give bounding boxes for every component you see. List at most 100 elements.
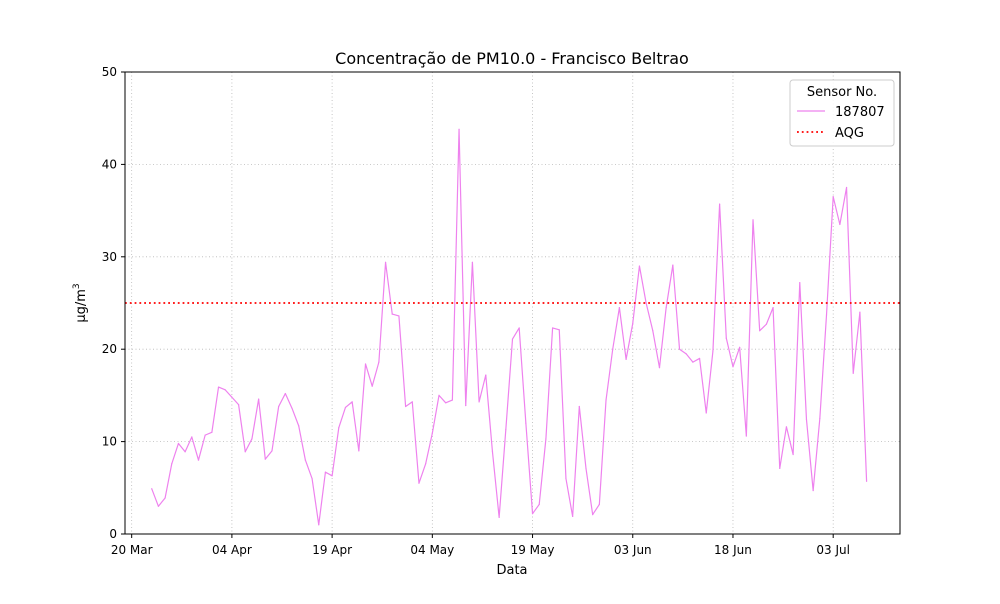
data-point-187807-89: [745, 435, 747, 437]
data-point-187807-8: [204, 434, 206, 436]
data-point-187807-4: [177, 442, 180, 445]
data-point-187807-99: [812, 489, 814, 492]
data-point-187807-10: [217, 386, 220, 388]
data-point-187807-15: [251, 438, 253, 440]
data-point-187807-32: [364, 363, 367, 365]
data-point-187807-103: [839, 223, 841, 226]
data-point-187807-64: [578, 405, 580, 408]
data-point-187807-7: [197, 459, 200, 461]
data-point-187807-43: [438, 394, 440, 396]
data-point-187807-6: [191, 436, 193, 438]
data-point-187807-44: [445, 402, 447, 404]
data-point-187807-94: [779, 467, 781, 469]
data-point-187807-24: [311, 477, 313, 480]
data-point-187807-66: [592, 514, 594, 516]
data-point-187807-9: [211, 431, 213, 433]
data-point-187807-90: [752, 219, 754, 221]
data-point-187807-42: [431, 432, 433, 434]
data-point-187807-37: [398, 315, 400, 317]
data-point-187807-75: [652, 330, 654, 332]
legend-frame: [789, 79, 895, 147]
data-point-187807-81: [692, 361, 694, 363]
data-point-187807-45: [451, 399, 453, 401]
data-point-187807-97: [799, 282, 801, 284]
data-point-187807-58: [538, 503, 540, 506]
data-point-187807-33: [371, 385, 373, 387]
data-point-187807-106: [859, 311, 861, 313]
data-point-187807-3: [171, 463, 173, 465]
series-line-187807: [151, 128, 868, 526]
y-tick-label-3: 30: [102, 250, 117, 264]
y-axis-label-base: µg/m: [74, 289, 89, 323]
data-point-187807-29: [344, 406, 347, 409]
data-point-187807-23: [304, 459, 306, 461]
data-point-187807-65: [585, 467, 587, 469]
data-point-187807-0: [151, 488, 153, 490]
x-tick-label-4: 19 May: [511, 543, 555, 557]
y-tick-label-4: 40: [102, 157, 117, 171]
y-axis-label-superscript: 3: [72, 283, 82, 289]
data-point-187807-14: [244, 451, 246, 453]
data-point-187807-13: [237, 404, 240, 406]
data-point-187807-92: [765, 323, 767, 325]
x-tick-label-6: 18 Jun: [714, 543, 752, 557]
data-point-187807-69: [612, 348, 614, 350]
legend: Sensor No. 187807 AQG: [789, 79, 895, 147]
data-point-187807-71: [625, 358, 627, 360]
data-point-187807-79: [678, 348, 681, 350]
data-point-187807-50: [485, 374, 487, 376]
data-point-187807-30: [351, 401, 353, 403]
y-tick-label-2: 20: [102, 342, 117, 356]
data-point-187807-63: [572, 515, 574, 518]
data-point-187807-53: [505, 428, 507, 431]
axes: 20 Mar 04 Apr 19 Apr 04 May 19 May 03 Jun 18 J…: [102, 65, 901, 557]
data-point-187807-76: [658, 367, 661, 369]
y-tick-label-0: 0: [109, 527, 117, 541]
data-point-187807-83: [705, 412, 707, 414]
data-point-187807-35: [384, 261, 387, 263]
data-point-187807-84: [712, 350, 714, 352]
data-point-187807-19: [278, 405, 280, 408]
data-point-187807-28: [338, 427, 340, 429]
data-point-187807-55: [518, 327, 520, 329]
data-point-187807-77: [665, 307, 667, 309]
data-point-187807-52: [498, 516, 500, 518]
data-point-187807-36: [391, 313, 393, 315]
data-point-187807-88: [739, 346, 741, 348]
data-point-187807-51: [491, 451, 494, 453]
y-tick-label-5: 50: [102, 65, 117, 79]
data-point-187807-56: [525, 422, 527, 424]
data-point-187807-59: [545, 438, 547, 440]
x-tick-label-3: 04 May: [410, 543, 454, 557]
data-point-187807-80: [685, 353, 687, 355]
x-tick-label-5: 03 Jun: [614, 543, 652, 557]
x-tick-label-0: 20 Mar: [111, 543, 153, 557]
data-point-187807-105: [852, 372, 854, 374]
data-point-187807-107: [865, 480, 868, 482]
data-point-187807-48: [471, 261, 474, 263]
x-axis-label: Data: [496, 563, 527, 578]
data-point-187807-21: [291, 407, 293, 409]
data-point-187807-87: [732, 366, 734, 368]
legend-series-label: 187807: [835, 105, 885, 120]
y-tick-label-1: 10: [102, 435, 117, 449]
plot-frame: [124, 71, 901, 535]
chart-title: Concentração de PM10.0 - Francisco Beltr…: [335, 49, 689, 68]
data-point-187807-93: [772, 307, 774, 309]
data-point-187807-20: [284, 392, 286, 395]
data-point-187807-49: [478, 401, 480, 403]
legend-aqg-label: AQG: [835, 126, 864, 141]
data-point-187807-60: [551, 327, 554, 329]
data-point-187807-12: [231, 396, 233, 398]
data-point-187807-25: [318, 524, 320, 526]
data-point-187807-5: [184, 451, 186, 453]
data-point-187807-27: [331, 475, 333, 477]
data-point-187807-70: [618, 307, 621, 309]
data-point-187807-46: [458, 128, 460, 130]
data-point-187807-40: [418, 482, 420, 484]
data-point-187807-96: [792, 453, 794, 456]
data-point-187807-1: [157, 505, 160, 507]
data-point-187807-34: [378, 361, 380, 363]
data-point-187807-95: [785, 426, 788, 428]
